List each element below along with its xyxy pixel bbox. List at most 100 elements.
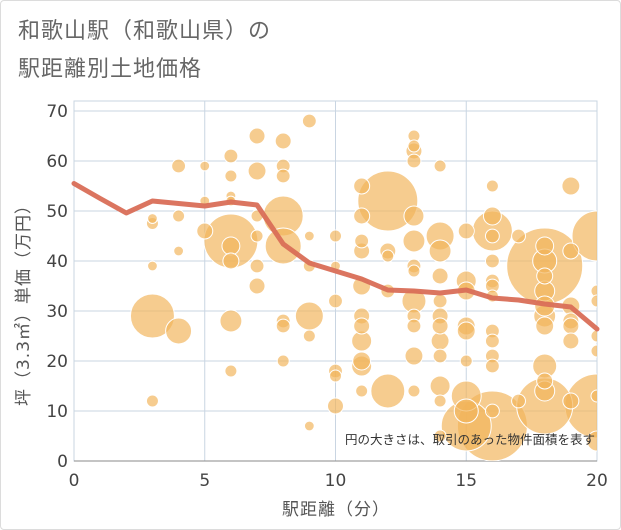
bubble: [428, 239, 452, 263]
bubble: [404, 346, 424, 366]
bubble: [590, 329, 597, 343]
bubble: [535, 236, 555, 256]
bubble: [353, 207, 371, 225]
bubble: [353, 177, 371, 195]
bubble: [147, 260, 158, 272]
bubble: [219, 309, 243, 333]
y-tick-label: 40: [46, 252, 68, 272]
bubble: [129, 293, 175, 339]
bubble: [453, 398, 479, 424]
y-tick-label: 50: [46, 202, 68, 222]
x-tick-label: 0: [69, 471, 80, 491]
x-tick-label: 20: [586, 471, 608, 491]
bubble: [432, 293, 448, 309]
bubble: [457, 222, 475, 240]
bubble: [484, 358, 500, 374]
bubble: [328, 293, 343, 309]
bubble: [429, 375, 451, 397]
chart-title: 和歌山駅（和歌山県）の 駅距離別土地価格: [18, 13, 271, 89]
bubble: [224, 169, 238, 183]
bubble: [590, 284, 597, 298]
x-tick-label: 10: [325, 471, 347, 491]
bubble: [484, 403, 500, 419]
bubble: [456, 321, 476, 341]
y-axis-title: 坪（3.3㎡）単価（万円）: [14, 196, 34, 406]
bubble: [590, 389, 597, 403]
chart-title-line-2: 駅距離別土地価格: [18, 57, 203, 82]
bubble: [535, 316, 555, 336]
bubble: [302, 329, 316, 343]
bubble: [536, 372, 554, 390]
bubble: [485, 179, 499, 193]
bubble: [571, 210, 597, 262]
y-tick-label: 20: [46, 352, 68, 372]
bubble: [172, 209, 186, 223]
bubble: [249, 258, 265, 274]
bubble: [407, 264, 421, 278]
average-line-series: [71, 181, 600, 332]
y-axis-ticks: 0 10 20 30 40 50 60 70: [46, 102, 68, 472]
bubble: [511, 393, 526, 409]
bubble: [329, 229, 342, 243]
size-annotation: 円の大きさは、取引のあった物件面積を表す: [345, 432, 595, 447]
bubble: [274, 132, 292, 150]
bubble: [459, 354, 473, 368]
x-axis-ticks: 0 5 10 15 20: [69, 471, 608, 491]
average-price-line: [71, 181, 600, 332]
y-tick-label: 30: [46, 302, 68, 322]
bubble: [353, 317, 371, 335]
bubble: [432, 348, 448, 364]
bubble: [590, 294, 597, 308]
bubble: [484, 333, 500, 349]
bubble: [224, 364, 238, 378]
bubble: [303, 420, 315, 432]
bubble: [329, 369, 342, 383]
bubble: [357, 170, 419, 232]
bubble: [294, 301, 324, 331]
bubble: [402, 229, 426, 253]
bubble: [354, 233, 370, 249]
bubble: [248, 127, 266, 145]
bubble-series: [129, 113, 597, 461]
bubble: [431, 267, 449, 285]
y-tick-label: 10: [46, 402, 68, 422]
bubble: [352, 351, 372, 371]
bubble: [431, 317, 449, 335]
bubble: [562, 332, 580, 350]
bubble: [247, 161, 267, 181]
bubble: [562, 392, 580, 410]
bubble: [370, 373, 406, 409]
bubble: [275, 318, 291, 334]
x-axis-title: 駅距離（分）: [282, 500, 390, 520]
bubble: [430, 331, 450, 351]
bubble: [406, 318, 422, 334]
bubble: [586, 430, 597, 452]
y-tick-label: 70: [46, 102, 68, 122]
bubble: [171, 158, 187, 174]
bubble: [221, 236, 241, 256]
bubble: [275, 168, 291, 184]
bubble: [165, 317, 193, 345]
bubble: [562, 317, 580, 335]
bubble: [355, 384, 369, 398]
bubble: [303, 230, 315, 242]
x-tick-label: 15: [455, 471, 477, 491]
bubble: [536, 267, 554, 285]
bubble: [301, 113, 317, 129]
chart-title-line-1: 和歌山駅（和歌山県）の: [18, 19, 272, 44]
bubble: [482, 206, 502, 226]
bubble: [381, 249, 395, 263]
bubble: [173, 245, 184, 257]
bubble: [406, 153, 422, 169]
bubble: [145, 394, 159, 408]
x-tick-label: 5: [199, 471, 210, 491]
bubble: [407, 139, 421, 153]
bubble: [484, 228, 500, 244]
bubble: [250, 229, 264, 243]
bubble: [327, 397, 344, 415]
bubble: [199, 160, 211, 172]
bubble: [433, 394, 447, 408]
bubble: [562, 242, 580, 260]
bubble: [433, 429, 447, 443]
y-tick-label: 60: [46, 152, 68, 172]
